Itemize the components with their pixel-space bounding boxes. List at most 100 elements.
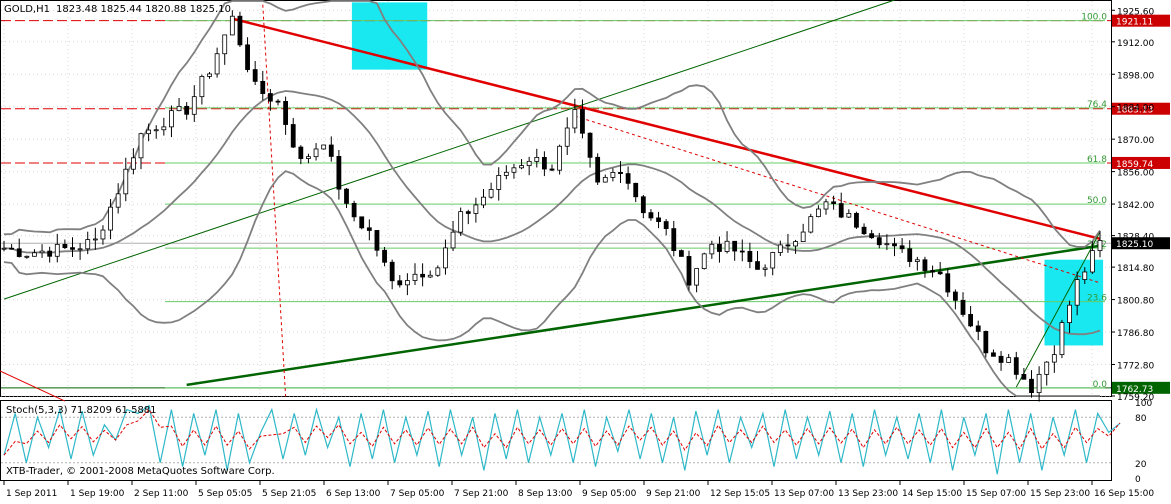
candle-body bbox=[975, 325, 981, 332]
candle-body bbox=[229, 15, 235, 36]
time-tick-label: 9 Sep 21:00 bbox=[646, 489, 701, 499]
candle-body bbox=[640, 196, 646, 214]
resistance-trendline bbox=[232, 17, 1101, 241]
rally-line bbox=[1015, 231, 1101, 388]
current-price-tag bbox=[1112, 237, 1170, 250]
stoch-k-line bbox=[3, 404, 1121, 475]
candle-body bbox=[397, 280, 403, 286]
time-tick-label: 15 Sep 07:00 bbox=[966, 489, 1026, 499]
candle-body bbox=[207, 73, 212, 77]
candle-body bbox=[709, 243, 715, 255]
candle-body bbox=[732, 240, 738, 252]
candle-body bbox=[831, 201, 837, 204]
time-tick-label: 13 Sep 23:00 bbox=[838, 489, 898, 499]
candle-body bbox=[85, 239, 91, 250]
bollinger-lower bbox=[3, 170, 1100, 397]
candle-body bbox=[892, 243, 897, 247]
candle-body bbox=[930, 270, 935, 273]
bollinger-upper bbox=[3, 0, 1101, 248]
time-tick-label: 13 Sep 07:00 bbox=[774, 489, 834, 499]
stoch-d-line bbox=[3, 408, 1121, 456]
candle-body bbox=[823, 201, 829, 210]
candle-body bbox=[435, 267, 441, 276]
candle-body bbox=[283, 101, 289, 125]
candle-body bbox=[290, 124, 296, 148]
price-level-tag bbox=[1112, 381, 1170, 394]
price-level-tag bbox=[1112, 102, 1170, 115]
time-axis: 1 Sep 2011 1 Sep 19:00 2 Sep 11:00 5 Sep 05… bbox=[3, 481, 1154, 499]
price-level-label: 1859.74 bbox=[1116, 160, 1153, 170]
candle-body bbox=[785, 244, 791, 247]
candle-body bbox=[351, 202, 357, 218]
candle-body bbox=[108, 206, 113, 231]
candle-body bbox=[161, 126, 167, 131]
price-tick-label: 1800.80 bbox=[1117, 297, 1154, 307]
candle-body bbox=[100, 229, 106, 240]
candle-body bbox=[922, 259, 928, 271]
candle-body bbox=[1013, 357, 1019, 375]
candle-body bbox=[359, 216, 365, 229]
price-tick-label: 1759.20 bbox=[1117, 393, 1154, 403]
ohlc-readout: 1823.48 1825.44 1820.88 1825.10 bbox=[56, 4, 231, 15]
candle-body bbox=[374, 230, 380, 251]
candle-body bbox=[755, 261, 760, 270]
candle-body bbox=[580, 109, 585, 134]
candle-body bbox=[237, 15, 243, 46]
candle-body bbox=[420, 273, 426, 278]
price-tick-label: 1925.60 bbox=[1117, 7, 1154, 17]
candle-body bbox=[952, 291, 958, 301]
candle-body bbox=[427, 274, 433, 278]
candle-body bbox=[1044, 361, 1050, 375]
candle-body bbox=[663, 221, 669, 229]
candle-body bbox=[488, 189, 494, 198]
time-tick-label: 1 Sep 19:00 bbox=[70, 489, 125, 499]
time-tick-label: 14 Sep 15:00 bbox=[902, 489, 962, 499]
candle-body bbox=[260, 81, 266, 94]
candle-body bbox=[443, 247, 448, 269]
horizontal-levels: 1921.11 1883.13 1859.74 1762.73 100.0 76.4 61.… bbox=[1, 13, 1170, 395]
candle-body bbox=[815, 208, 821, 218]
candle-body bbox=[77, 248, 83, 251]
candle-body bbox=[465, 211, 471, 214]
bollinger-bands bbox=[3, 0, 1101, 397]
candle-body bbox=[130, 157, 136, 170]
candle-body bbox=[526, 160, 532, 167]
candle-body bbox=[245, 44, 250, 70]
candle-body bbox=[62, 243, 68, 249]
candle-body bbox=[184, 105, 190, 115]
stoch-label: Stoch(5,3,3) 71.8209 61.5881 bbox=[6, 405, 157, 416]
price-tick-label: 1814.80 bbox=[1117, 264, 1154, 274]
candle-body bbox=[793, 241, 798, 247]
bollinger-middle bbox=[3, 90, 1101, 336]
candle-body bbox=[724, 240, 730, 252]
candle-body bbox=[1097, 240, 1103, 252]
candle-body bbox=[123, 168, 129, 195]
time-tick-label: 1 Sep 2011 bbox=[6, 489, 57, 499]
time-tick-label: 16 Sep 15:00 bbox=[1094, 489, 1154, 499]
candle-body bbox=[298, 146, 304, 159]
fib-level-label: 76.4 bbox=[1087, 100, 1107, 110]
price-tick-label: 1772.80 bbox=[1117, 361, 1154, 371]
candle-body bbox=[671, 228, 677, 251]
candle-body bbox=[306, 156, 311, 159]
candle-body bbox=[618, 171, 623, 174]
candle-body bbox=[678, 250, 684, 257]
candle-body bbox=[32, 252, 37, 257]
candle-body bbox=[869, 233, 875, 239]
candle-body bbox=[92, 238, 98, 241]
candle-body bbox=[884, 243, 890, 246]
candle-body bbox=[1021, 373, 1027, 380]
stoch-level-label: 100 bbox=[1135, 399, 1152, 409]
price-tick-label: 1870.00 bbox=[1117, 136, 1154, 146]
candle-body bbox=[191, 96, 197, 115]
candle-body bbox=[549, 168, 555, 171]
candle-body bbox=[1074, 279, 1080, 306]
time-tick-label: 6 Sep 13:00 bbox=[326, 489, 381, 499]
time-tick-label: 9 Sep 05:00 bbox=[582, 489, 637, 499]
channel-line bbox=[3, 0, 895, 300]
candle-body bbox=[770, 252, 776, 269]
candle-body bbox=[481, 196, 486, 206]
candle-body bbox=[564, 127, 570, 147]
